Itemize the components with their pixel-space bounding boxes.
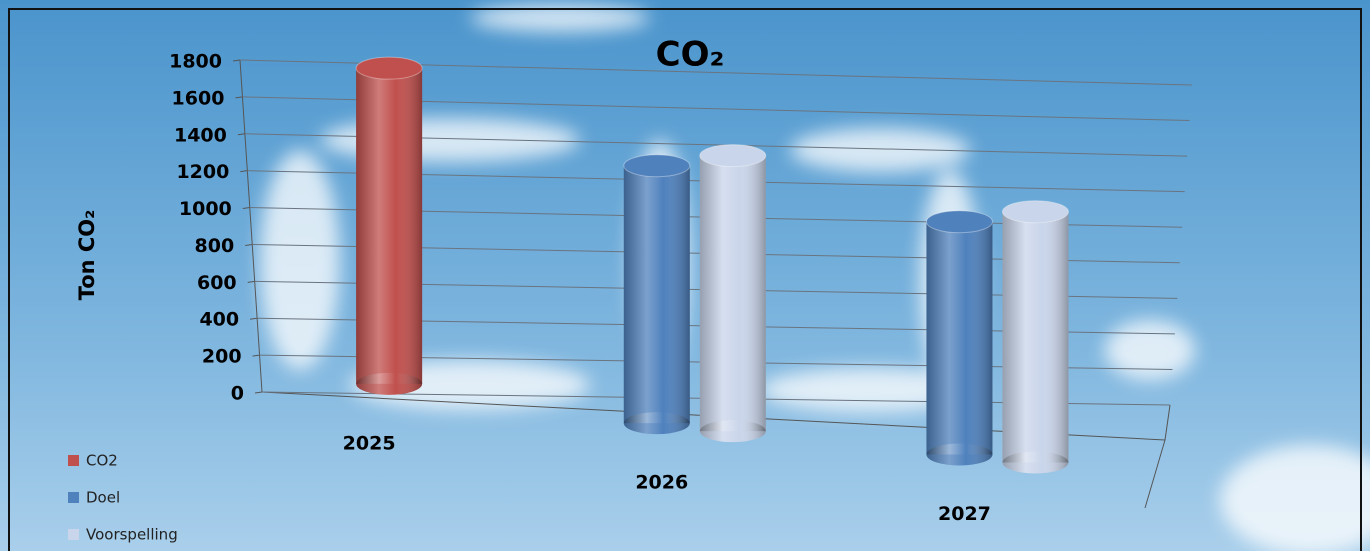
cylinder-top — [699, 144, 767, 168]
tick-mark — [242, 207, 250, 210]
y-tick-label: 1800 — [169, 51, 222, 73]
y-tick-label: 1400 — [174, 124, 227, 146]
tick-mark — [250, 317, 258, 320]
cylinder — [925, 210, 993, 466]
tick-mark — [235, 96, 243, 99]
tick-mark — [232, 59, 241, 62]
legend-label: Voorspelling — [86, 526, 178, 544]
cylinder-shade — [699, 155, 766, 432]
x-tick-label: 2027 — [938, 503, 991, 525]
tick-mark — [245, 243, 253, 246]
cylinder-shade — [926, 221, 993, 455]
cylinder-top — [1001, 200, 1069, 224]
x-tick-label: 2026 — [635, 472, 688, 494]
tick-mark — [237, 133, 245, 136]
tick-mark — [247, 280, 255, 283]
tick-mark — [240, 170, 248, 173]
cylinder-top — [623, 154, 691, 178]
cylinder — [623, 154, 691, 435]
tick-mark — [254, 391, 263, 394]
y-tick-label: 1600 — [172, 87, 225, 109]
cylinder — [699, 144, 767, 443]
y-tick-label: 0 — [231, 383, 244, 405]
y-tick-label: 1000 — [179, 198, 232, 220]
legend-swatch — [68, 455, 79, 466]
legend-swatch — [68, 492, 79, 503]
tick-mark — [252, 354, 260, 357]
legend-label: Doel — [86, 489, 120, 507]
floor-edge — [1164, 404, 1171, 441]
frame — [8, 8, 1362, 556]
cylinder-top — [925, 210, 993, 234]
cylinder-shade — [356, 68, 423, 384]
y-tick-label: 800 — [195, 235, 235, 257]
legend-label: CO2 — [86, 452, 118, 470]
floor-edge — [1144, 439, 1166, 509]
y-tick-label: 200 — [202, 346, 242, 368]
cylinder — [355, 56, 423, 395]
cylinder-top — [355, 56, 423, 80]
cylinder-shade — [623, 165, 690, 424]
y-axis-label: Ton CO₂ — [75, 210, 99, 301]
cylinder — [1001, 200, 1069, 474]
chart-title: CO₂ — [656, 35, 725, 75]
y-tick-label: 1200 — [176, 161, 229, 183]
legend-swatch — [68, 529, 79, 540]
y-tick-label: 600 — [197, 272, 237, 294]
cylinder-shade — [1002, 211, 1069, 463]
axis-line — [239, 59, 263, 393]
y-tick-label: 400 — [199, 309, 239, 331]
x-tick-label: 2025 — [343, 432, 396, 454]
